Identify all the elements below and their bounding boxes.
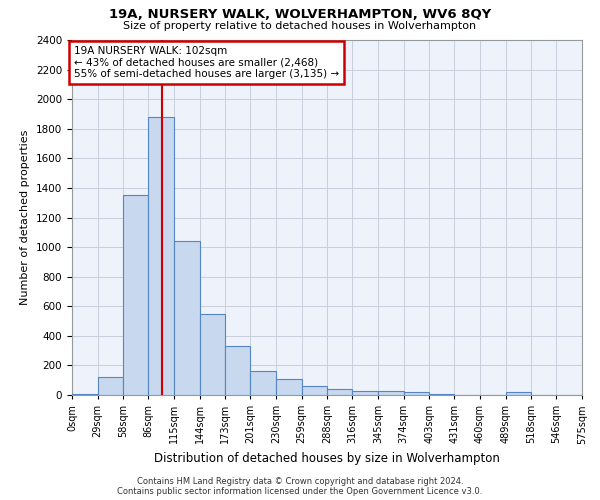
Bar: [98, 376, 124, 395]
Bar: [352, 390, 378, 395]
Bar: [302, 386, 328, 395]
Y-axis label: Number of detached properties: Number of detached properties: [20, 130, 31, 305]
Text: Contains HM Land Registry data © Crown copyright and database right 2024.
Contai: Contains HM Land Registry data © Crown c…: [118, 476, 482, 496]
Bar: [200, 314, 226, 395]
Bar: [430, 394, 454, 395]
Bar: [404, 392, 430, 395]
Text: 19A NURSERY WALK: 102sqm
← 43% of detached houses are smaller (2,468)
55% of sem: 19A NURSERY WALK: 102sqm ← 43% of detach…: [74, 46, 339, 79]
X-axis label: Distribution of detached houses by size in Wolverhampton: Distribution of detached houses by size …: [154, 452, 500, 465]
Bar: [174, 241, 200, 395]
Text: Size of property relative to detached houses in Wolverhampton: Size of property relative to detached ho…: [124, 21, 476, 31]
Bar: [124, 196, 148, 395]
Bar: [276, 378, 302, 395]
Bar: [378, 392, 404, 395]
Text: 19A, NURSERY WALK, WOLVERHAMPTON, WV6 8QY: 19A, NURSERY WALK, WOLVERHAMPTON, WV6 8Q…: [109, 8, 491, 20]
Bar: [506, 392, 532, 395]
Bar: [72, 394, 98, 395]
Bar: [226, 346, 250, 395]
Bar: [328, 389, 352, 395]
Bar: [148, 117, 174, 395]
Bar: [250, 372, 276, 395]
